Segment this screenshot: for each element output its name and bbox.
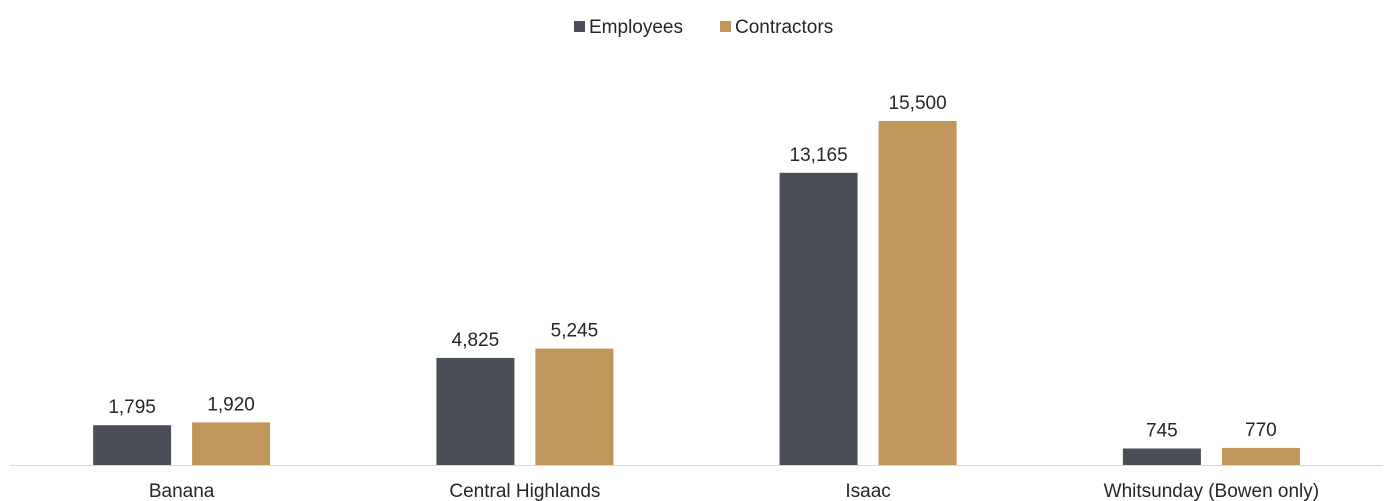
- data-label-contractors-0: 1,920: [207, 394, 255, 415]
- data-label-contractors-3: 770: [1245, 420, 1277, 441]
- data-label-employees-2: 13,165: [790, 145, 848, 166]
- data-label-employees-1: 4,825: [452, 330, 500, 351]
- category-label-1: Central Highlands: [449, 481, 600, 501]
- data-label-employees-3: 745: [1146, 421, 1178, 442]
- bar-employees-2: [779, 172, 858, 466]
- bar-contractors-2: [878, 121, 957, 465]
- bar-contractors-0: [192, 422, 271, 465]
- data-label-contractors-2: 15,500: [889, 93, 947, 114]
- bar-employees-3: [1122, 448, 1201, 465]
- data-label-contractors-1: 5,245: [551, 321, 599, 342]
- bar-employees-1: [436, 357, 515, 465]
- category-label-2: Isaac: [845, 481, 890, 501]
- legend-label-employees: Employees: [589, 17, 683, 38]
- legend-swatch-contractors: [720, 21, 731, 32]
- data-label-employees-0: 1,795: [108, 397, 156, 418]
- bar-contractors-1: [535, 348, 614, 465]
- bar-employees-0: [93, 425, 172, 465]
- legend-swatch-employees: [574, 21, 585, 32]
- category-label-0: Banana: [149, 481, 215, 501]
- bar-contractors-3: [1221, 447, 1300, 465]
- category-label-3: Whitsunday (Bowen only): [1104, 481, 1319, 501]
- legend-label-contractors: Contractors: [735, 17, 833, 38]
